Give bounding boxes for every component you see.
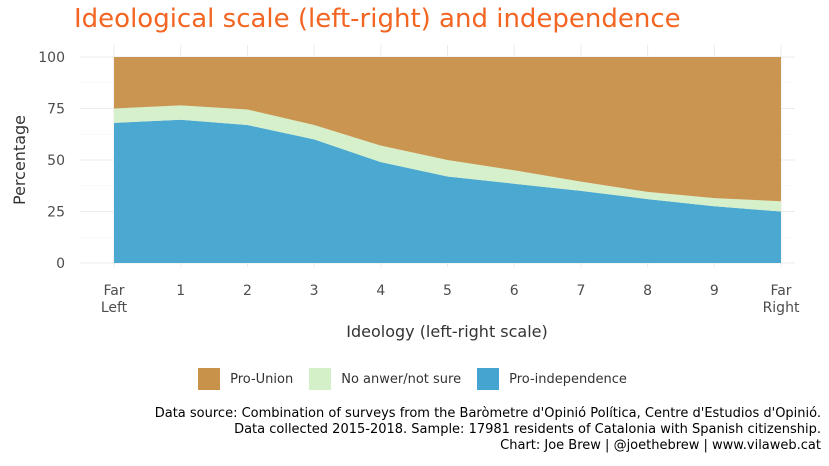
x-tick-label: Far Left <box>101 283 128 316</box>
legend: Pro-Union No anwer/not sure Pro-independ… <box>0 368 829 390</box>
y-tick-label: 100 <box>38 50 65 66</box>
x-tick-label: 4 <box>376 283 385 299</box>
x-tick-label: 6 <box>510 283 519 299</box>
legend-label: Pro-independence <box>509 371 627 387</box>
chart-title: Ideological scale (left-right) and indep… <box>74 4 681 34</box>
x-tick-label: 3 <box>310 283 319 299</box>
legend-label: Pro-Union <box>230 371 294 387</box>
area-no-anwer-not-sure <box>114 105 781 212</box>
caption-line-sample: Data collected 2015-2018. Sample: 17981 … <box>234 422 821 437</box>
x-tick-labels: Far Left 1 2 3 4 5 6 7 8 9 Far Right <box>101 283 800 316</box>
x-tick-label: 2 <box>243 283 252 299</box>
x-tick-label: 8 <box>643 283 652 299</box>
area-pro-union <box>114 57 781 202</box>
legend-item-pro-independence: Pro-independence <box>477 368 627 390</box>
x-axis-title: Ideology (left-right scale) <box>346 322 548 341</box>
y-tick-label: 0 <box>56 256 65 272</box>
area-pro-independence <box>114 119 781 263</box>
chart: 0 25 50 75 100 Far Left 1 2 3 4 5 6 7 8 9 Far Right Ideo… <box>10 45 800 341</box>
x-tick-label: 1 <box>176 283 185 299</box>
y-axis-title: Percentage <box>10 115 29 205</box>
legend-swatch-no-answer <box>309 368 332 390</box>
x-tick-label: 7 <box>576 283 585 299</box>
x-tick-label: 9 <box>710 283 719 299</box>
x-tick-label: 5 <box>443 283 452 299</box>
y-tick-label: 25 <box>47 205 65 221</box>
caption: Data source: Combination of surveys from… <box>155 406 821 454</box>
plot-areas <box>114 57 781 263</box>
legend-swatch-pro-union <box>198 368 221 390</box>
y-tick-label: 75 <box>47 102 65 118</box>
caption-line-credit: Chart: Joe Brew | @joethebrew | www.vila… <box>500 438 821 453</box>
legend-item-pro-union: Pro-Union <box>198 368 293 390</box>
legend-item-no-answer: No anwer/not sure <box>309 368 461 390</box>
x-tick-label: Far Right <box>763 283 800 316</box>
caption-line-source: Data source: Combination of surveys from… <box>154 406 821 421</box>
y-tick-label: 50 <box>47 153 65 169</box>
y-tick-labels: 0 25 50 75 100 <box>38 50 65 272</box>
legend-label: No anwer/not sure <box>341 371 462 387</box>
legend-swatch-pro-independence <box>477 368 500 390</box>
